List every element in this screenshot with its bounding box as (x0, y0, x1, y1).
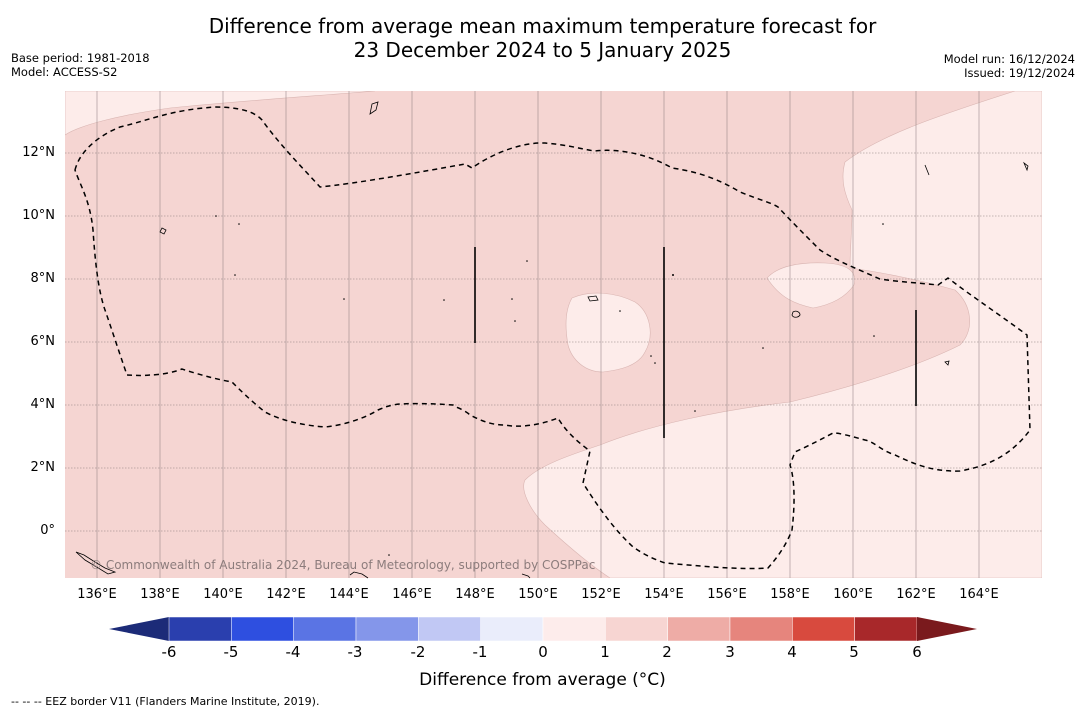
lat-label-8n: 8°N (30, 271, 56, 286)
region-east (523, 91, 1042, 578)
run-info: Model run: 16/12/2024 Issued: 19/12/2024 (944, 52, 1075, 80)
lon-label-138e: 138°E (140, 587, 180, 602)
base-period: Base period: 1981-2018 (11, 51, 150, 65)
colorbar-cell (480, 616, 544, 642)
island-ne (924, 164, 930, 176)
eez-fsm (74, 106, 1031, 570)
lat-label-2n: 2°N (30, 460, 56, 475)
title-line-2: 23 December 2024 to 5 January 2025 (353, 38, 732, 62)
colorbar-cell (168, 616, 232, 642)
colorbar-cell (729, 616, 793, 642)
colorbar-tick: 1 (600, 643, 610, 661)
lon-label-152e: 152°E (581, 587, 621, 602)
colorbar-cell (355, 616, 419, 642)
lon-label-140e: 140°E (203, 587, 243, 602)
island-png-coast (349, 571, 369, 579)
lat-label-6n: 6°N (30, 334, 56, 349)
map-title: Difference from average mean maximum tem… (0, 14, 1085, 62)
colorbar-cell (667, 616, 731, 642)
colorbar-cell (418, 616, 481, 642)
lon-label-142e: 142°E (266, 587, 306, 602)
region-east-patch (766, 262, 856, 309)
lon-label-158e: 158°E (770, 587, 810, 602)
colorbar-tick: 6 (912, 643, 922, 661)
lat-label-12n: 12°N (22, 145, 55, 160)
island-chuuk (587, 295, 599, 302)
copyright-notice: © Commonwealth of Australia 2024, Bureau… (90, 558, 596, 572)
issued-date: Issued: 19/12/2024 (964, 66, 1075, 80)
island-far-east (1023, 161, 1029, 172)
region-central-patch (565, 292, 651, 373)
eez-borders (74, 106, 1031, 570)
anomaly-regions (65, 91, 1042, 578)
colorbar-cell (605, 616, 668, 642)
colorbar-cell (542, 616, 606, 642)
island-manus (521, 573, 531, 579)
island-pohnpei (791, 310, 801, 318)
lon-label-146e: 146°E (392, 587, 432, 602)
islands (75, 101, 1029, 579)
lon-label-156e: 156°E (707, 587, 747, 602)
region-top-left (65, 91, 376, 136)
lon-label-160e: 160°E (833, 587, 873, 602)
base-info: Base period: 1981-2018 Model: ACCESS-S2 (11, 51, 150, 79)
colorbar-tick: -4 (285, 643, 301, 661)
boundary-lines (474, 247, 917, 438)
colorbar-tick: 2 (662, 643, 672, 661)
title-line-1: Difference from average mean maximum tem… (208, 14, 877, 38)
lat-label-10n: 10°N (22, 208, 55, 223)
lon-label-148e: 148°E (455, 587, 495, 602)
lon-label-162e: 162°E (896, 587, 936, 602)
island-guam (369, 101, 379, 115)
colorbar-tick: 3 (725, 643, 735, 661)
colorbar-cells (168, 616, 918, 642)
colorbar-tick: -3 (347, 643, 363, 661)
lon-label-136e: 136°E (77, 587, 117, 602)
atoll-dots (215, 215, 884, 556)
colorbar-under (109, 617, 169, 641)
colorbar-tick: -6 (161, 643, 177, 661)
colorbar-tick: -5 (223, 643, 239, 661)
lon-label-164e: 164°E (959, 587, 999, 602)
colorbar-cell (792, 616, 855, 642)
lon-label-154e: 154°E (644, 587, 684, 602)
model-name: Model: ACCESS-S2 (11, 65, 118, 79)
colorbar-over (917, 617, 977, 641)
lat-label-4n: 4°N (30, 397, 56, 412)
island-kosrae (944, 360, 950, 366)
colorbar (109, 616, 977, 642)
island-palau (75, 551, 117, 575)
colorbar-tick: -1 (472, 643, 488, 661)
colorbar-title: Difference from average (°C) (419, 670, 666, 690)
colorbar-tick: -2 (410, 643, 426, 661)
colorbar-cell (293, 616, 357, 642)
lat-label-0: 0° (40, 523, 55, 538)
lon-label-144e: 144°E (329, 587, 369, 602)
lon-label-150e: 150°E (518, 587, 558, 602)
colorbar-tick: 5 (849, 643, 859, 661)
colorbar-tick: 4 (787, 643, 797, 661)
island-yap (159, 227, 167, 235)
colorbar-tick: 0 (538, 643, 548, 661)
colorbar-cell (231, 616, 294, 642)
colorbar-cell (854, 616, 918, 642)
eez-legend-note: -- -- -- EEZ border V11 (Flanders Marine… (11, 695, 320, 708)
model-run: Model run: 16/12/2024 (943, 52, 1075, 66)
